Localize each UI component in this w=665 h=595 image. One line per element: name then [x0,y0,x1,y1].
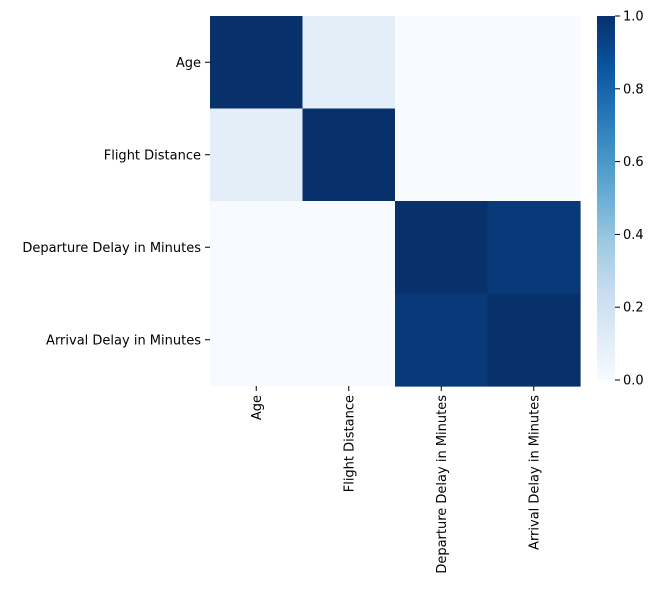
colorbar-tick-label: 1.0 [623,10,644,25]
colorbar-ticks: 0.0 0.2 0.4 0.6 0.8 1.0 [615,10,644,389]
colorbar-tick-label: 0.2 [623,301,644,316]
heatmap-cell [302,108,396,202]
heatmap-cell [210,16,304,110]
heatmap-cells [210,16,581,387]
x-tick-label: Age [250,395,265,420]
heatmap-cell [302,16,396,110]
y-tick-label: Age [176,56,201,71]
heatmap-cell [210,201,304,295]
heatmap-cell [210,293,304,387]
heatmap-cell [487,108,581,202]
y-tick-label: Arrival Delay in Minutes [46,333,201,348]
colorbar-tick-label: 0.0 [623,374,644,389]
y-tick-label: Departure Delay in Minutes [22,241,201,256]
heatmap-cell [395,108,489,202]
x-tick-label: Departure Delay in Minutes [435,395,450,574]
colorbar-tick-label: 0.8 [623,82,644,97]
x-axis: Age Flight Distance Departure Delay in Min… [250,386,542,574]
heatmap-cell [395,201,489,295]
heatmap-cell [395,293,489,387]
y-axis: Age Flight Distance Departure Delay in Min… [22,56,210,348]
heatmap-cell [487,201,581,295]
colorbar-gradient [597,16,615,380]
heatmap-cell [487,16,581,110]
heatmap-cell [302,201,396,295]
x-tick-label: Flight Distance [342,395,357,492]
x-tick-label: Arrival Delay in Minutes [527,395,542,550]
colorbar [597,16,615,380]
heatmap-cell [395,16,489,110]
colorbar-tick-label: 0.4 [623,228,644,243]
heatmap-cell [487,293,581,387]
heatmap-cell [302,293,396,387]
y-tick-label: Flight Distance [104,148,201,163]
colorbar-tick-label: 0.6 [623,155,644,170]
heatmap-cell [210,108,304,202]
